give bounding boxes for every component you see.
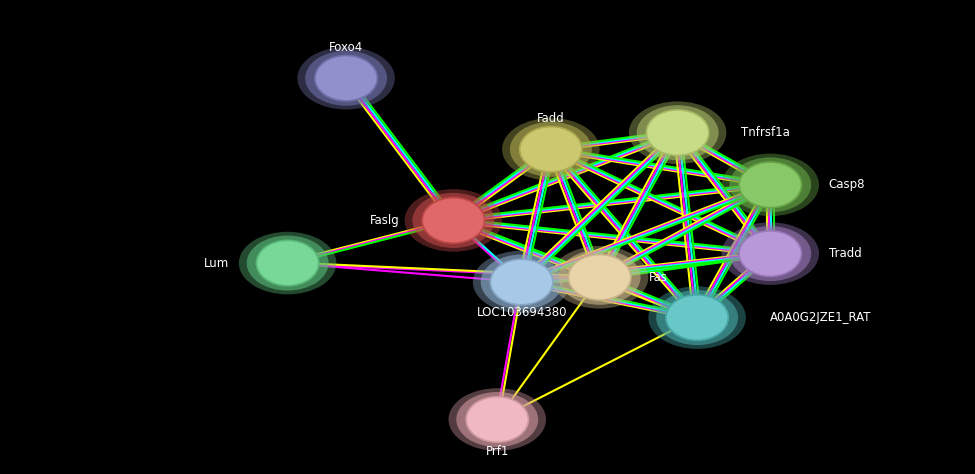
Ellipse shape — [637, 105, 719, 160]
Text: Foxo4: Foxo4 — [329, 41, 364, 54]
Ellipse shape — [247, 236, 329, 291]
Text: Fadd: Fadd — [537, 112, 565, 125]
Ellipse shape — [422, 198, 485, 243]
Ellipse shape — [648, 286, 746, 349]
Ellipse shape — [305, 51, 387, 106]
Ellipse shape — [729, 226, 811, 281]
Ellipse shape — [466, 397, 528, 442]
Text: LOC103694380: LOC103694380 — [477, 306, 566, 319]
Text: Tradd: Tradd — [829, 247, 862, 260]
Ellipse shape — [473, 251, 570, 313]
Ellipse shape — [729, 157, 811, 212]
Ellipse shape — [297, 47, 395, 109]
Text: Fas: Fas — [648, 271, 667, 284]
Ellipse shape — [502, 118, 600, 181]
Ellipse shape — [666, 295, 728, 340]
Text: Prf1: Prf1 — [486, 445, 509, 458]
Text: Faslg: Faslg — [370, 214, 400, 227]
Text: A0A0G2JZE1_RAT: A0A0G2JZE1_RAT — [770, 311, 872, 324]
Ellipse shape — [656, 290, 738, 345]
Ellipse shape — [551, 246, 648, 309]
Ellipse shape — [722, 154, 819, 216]
Ellipse shape — [256, 240, 319, 286]
Ellipse shape — [239, 232, 336, 294]
Text: Tnfrsf1a: Tnfrsf1a — [741, 126, 790, 139]
Ellipse shape — [315, 55, 377, 101]
Ellipse shape — [722, 222, 819, 285]
Ellipse shape — [481, 255, 563, 310]
Ellipse shape — [448, 388, 546, 451]
Ellipse shape — [629, 101, 726, 164]
Ellipse shape — [739, 231, 801, 276]
Ellipse shape — [646, 110, 709, 155]
Ellipse shape — [510, 122, 592, 177]
Text: Casp8: Casp8 — [829, 178, 865, 191]
Ellipse shape — [568, 255, 631, 300]
Ellipse shape — [559, 250, 641, 305]
Text: Lum: Lum — [204, 256, 229, 270]
Ellipse shape — [490, 259, 553, 305]
Ellipse shape — [739, 162, 801, 208]
Ellipse shape — [412, 193, 494, 248]
Ellipse shape — [520, 127, 582, 172]
Ellipse shape — [405, 189, 502, 252]
Ellipse shape — [456, 392, 538, 447]
